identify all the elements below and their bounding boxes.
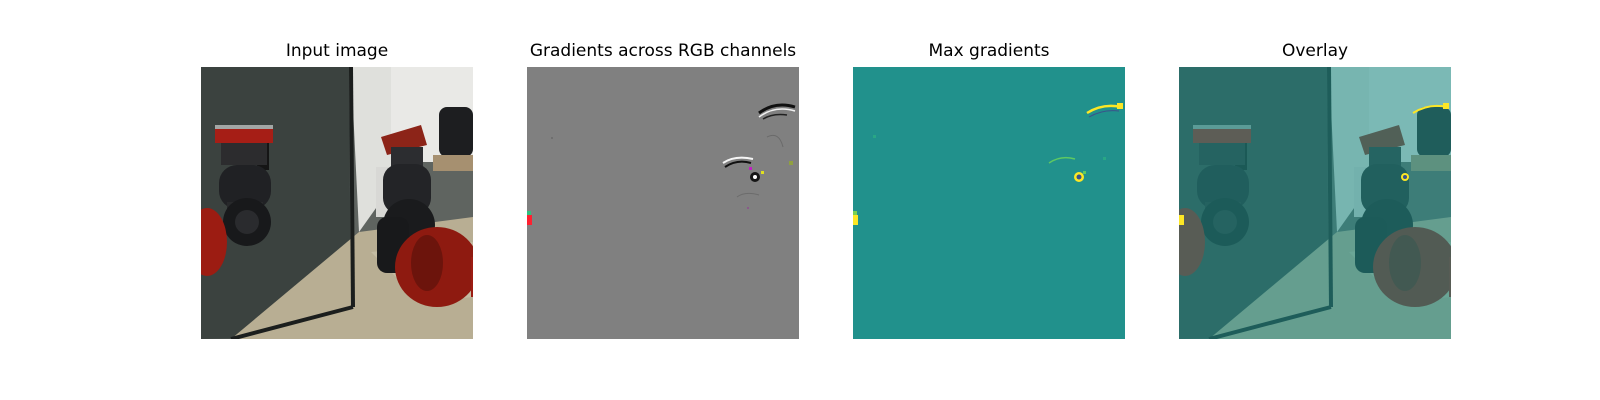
rgb-gradient-map: [527, 67, 799, 339]
panel-title: Overlay: [1281, 41, 1349, 61]
panel-title: Input image: [285, 41, 389, 61]
panel-input-image: Input image: [201, 0, 473, 400]
panel-rgb-gradients: Gradients across RGB channels: [527, 0, 799, 400]
robot-arm-photo: [201, 67, 473, 339]
panel-overlay: Overlay: [1179, 0, 1451, 400]
gradient-overlay-photo: [1179, 67, 1451, 339]
panel-title: Gradients across RGB channels: [529, 41, 797, 61]
panel-title: Max gradients: [928, 41, 1050, 61]
max-gradient-heatmap: [853, 67, 1125, 339]
panel-max-gradients: Max gradients: [853, 0, 1125, 400]
